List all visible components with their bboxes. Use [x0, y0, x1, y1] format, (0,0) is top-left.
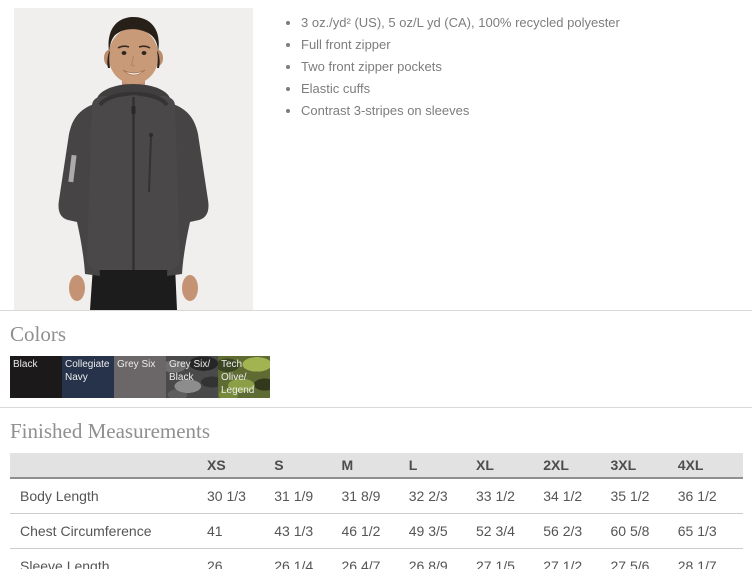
- table-row: Sleeve Length 26 26 1/4 26 4/7 26 8/9 27 1/5 2…: [10, 548, 743, 569]
- measurement-value: 27 1/5: [474, 548, 542, 569]
- measurement-value: 26: [205, 548, 273, 569]
- measurements-heading: Finished Measurements: [10, 419, 211, 443]
- measurement-value: 30 1/3: [205, 478, 273, 514]
- measurement-value: 46 1/2: [339, 513, 407, 549]
- size-column-header: L: [406, 453, 474, 479]
- section-divider: [0, 407, 752, 408]
- measurement-value: 31 1/9: [272, 478, 340, 514]
- measurement-value: 32 2/3: [406, 478, 474, 514]
- measurement-value: 56 2/3: [541, 513, 609, 549]
- measurement-value: 28 1/7: [675, 548, 743, 569]
- feature-item: Two front zipper pockets: [301, 58, 620, 76]
- color-swatch-black[interactable]: Black: [10, 356, 62, 398]
- measurements-table-body: Body Length 30 1/3 31 1/9 31 8/9 32 2/3 33 1/…: [10, 478, 743, 569]
- swatch-label: Grey Six/ Black: [169, 359, 211, 383]
- size-column-header: 4XL: [675, 453, 743, 479]
- size-column-header: M: [339, 453, 407, 479]
- measurement-value: 52 3/4: [474, 513, 542, 549]
- color-swatch-collegiate-navy[interactable]: Collegiate Navy: [62, 356, 114, 398]
- measurement-label: Chest Circumference: [10, 513, 205, 549]
- color-swatch-tech-olive-legend[interactable]: Tech Olive/ Legend: [218, 356, 270, 398]
- measurement-value: 36 1/2: [675, 478, 743, 514]
- measurement-value: 60 5/8: [608, 513, 676, 549]
- measurement-value: 65 1/3: [675, 513, 743, 549]
- color-swatch-grey-six-black[interactable]: Grey Six/ Black: [166, 356, 218, 398]
- measurement-value: 26 4/7: [339, 548, 407, 569]
- measurement-label: Body Length: [10, 478, 205, 514]
- size-column-header: XL: [474, 453, 542, 479]
- product-overview: 3 oz./yd² (US), 5 oz/L yd (CA), 100% rec…: [0, 0, 752, 310]
- color-swatch-grey-six[interactable]: Grey Six: [114, 356, 166, 398]
- measurement-value: 49 3/5: [406, 513, 474, 549]
- table-row: Chest Circumference 41 43 1/3 46 1/2 49 3/5 5…: [10, 513, 743, 549]
- measurement-value: 26 1/4: [272, 548, 340, 569]
- measurement-value: 26 8/9: [406, 548, 474, 569]
- size-column-header: 3XL: [608, 453, 676, 479]
- measurement-value: 43 1/3: [272, 513, 340, 549]
- color-swatches: Black Collegiate Navy Grey Six Grey Six/ Bl…: [10, 356, 752, 398]
- section-divider: [0, 310, 752, 311]
- size-column-header: XS: [205, 453, 273, 479]
- feature-item: Contrast 3-stripes on sleeves: [301, 102, 620, 120]
- swatch-label: Black: [13, 359, 38, 370]
- size-column-header: 2XL: [541, 453, 609, 479]
- measurement-label-header: [10, 453, 205, 479]
- measurement-value: 34 1/2: [541, 478, 609, 514]
- feature-item: Full front zipper: [301, 36, 620, 54]
- measurement-label: Sleeve Length: [10, 548, 205, 569]
- product-photo: [14, 8, 253, 310]
- colors-heading: Colors: [10, 322, 67, 346]
- feature-item: Elastic cuffs: [301, 80, 620, 98]
- feature-item: 3 oz./yd² (US), 5 oz/L yd (CA), 100% rec…: [301, 14, 620, 32]
- swatch-label: Grey Six: [117, 359, 156, 370]
- feature-list: 3 oz./yd² (US), 5 oz/L yd (CA), 100% rec…: [284, 14, 620, 310]
- measurement-value: 27 5/6: [608, 548, 676, 569]
- table-header-row: XS S M L XL 2XL 3XL 4XL: [10, 453, 743, 479]
- model-jacket-illustration: [14, 8, 253, 310]
- measurement-value: 31 8/9: [339, 478, 407, 514]
- measurements-table: XS S M L XL 2XL 3XL 4XL Body Length 30 1/3 31 1/9…: [10, 453, 743, 569]
- swatch-label: Collegiate Navy: [65, 359, 110, 383]
- swatch-label: Tech Olive/ Legend: [221, 359, 255, 396]
- measurement-value: 35 1/2: [608, 478, 676, 514]
- measurement-value: 33 1/2: [474, 478, 542, 514]
- table-row: Body Length 30 1/3 31 1/9 31 8/9 32 2/3 33 1/…: [10, 478, 743, 514]
- measurement-value: 41: [205, 513, 273, 549]
- measurement-value: 27 1/2: [541, 548, 609, 569]
- size-column-header: S: [272, 453, 340, 479]
